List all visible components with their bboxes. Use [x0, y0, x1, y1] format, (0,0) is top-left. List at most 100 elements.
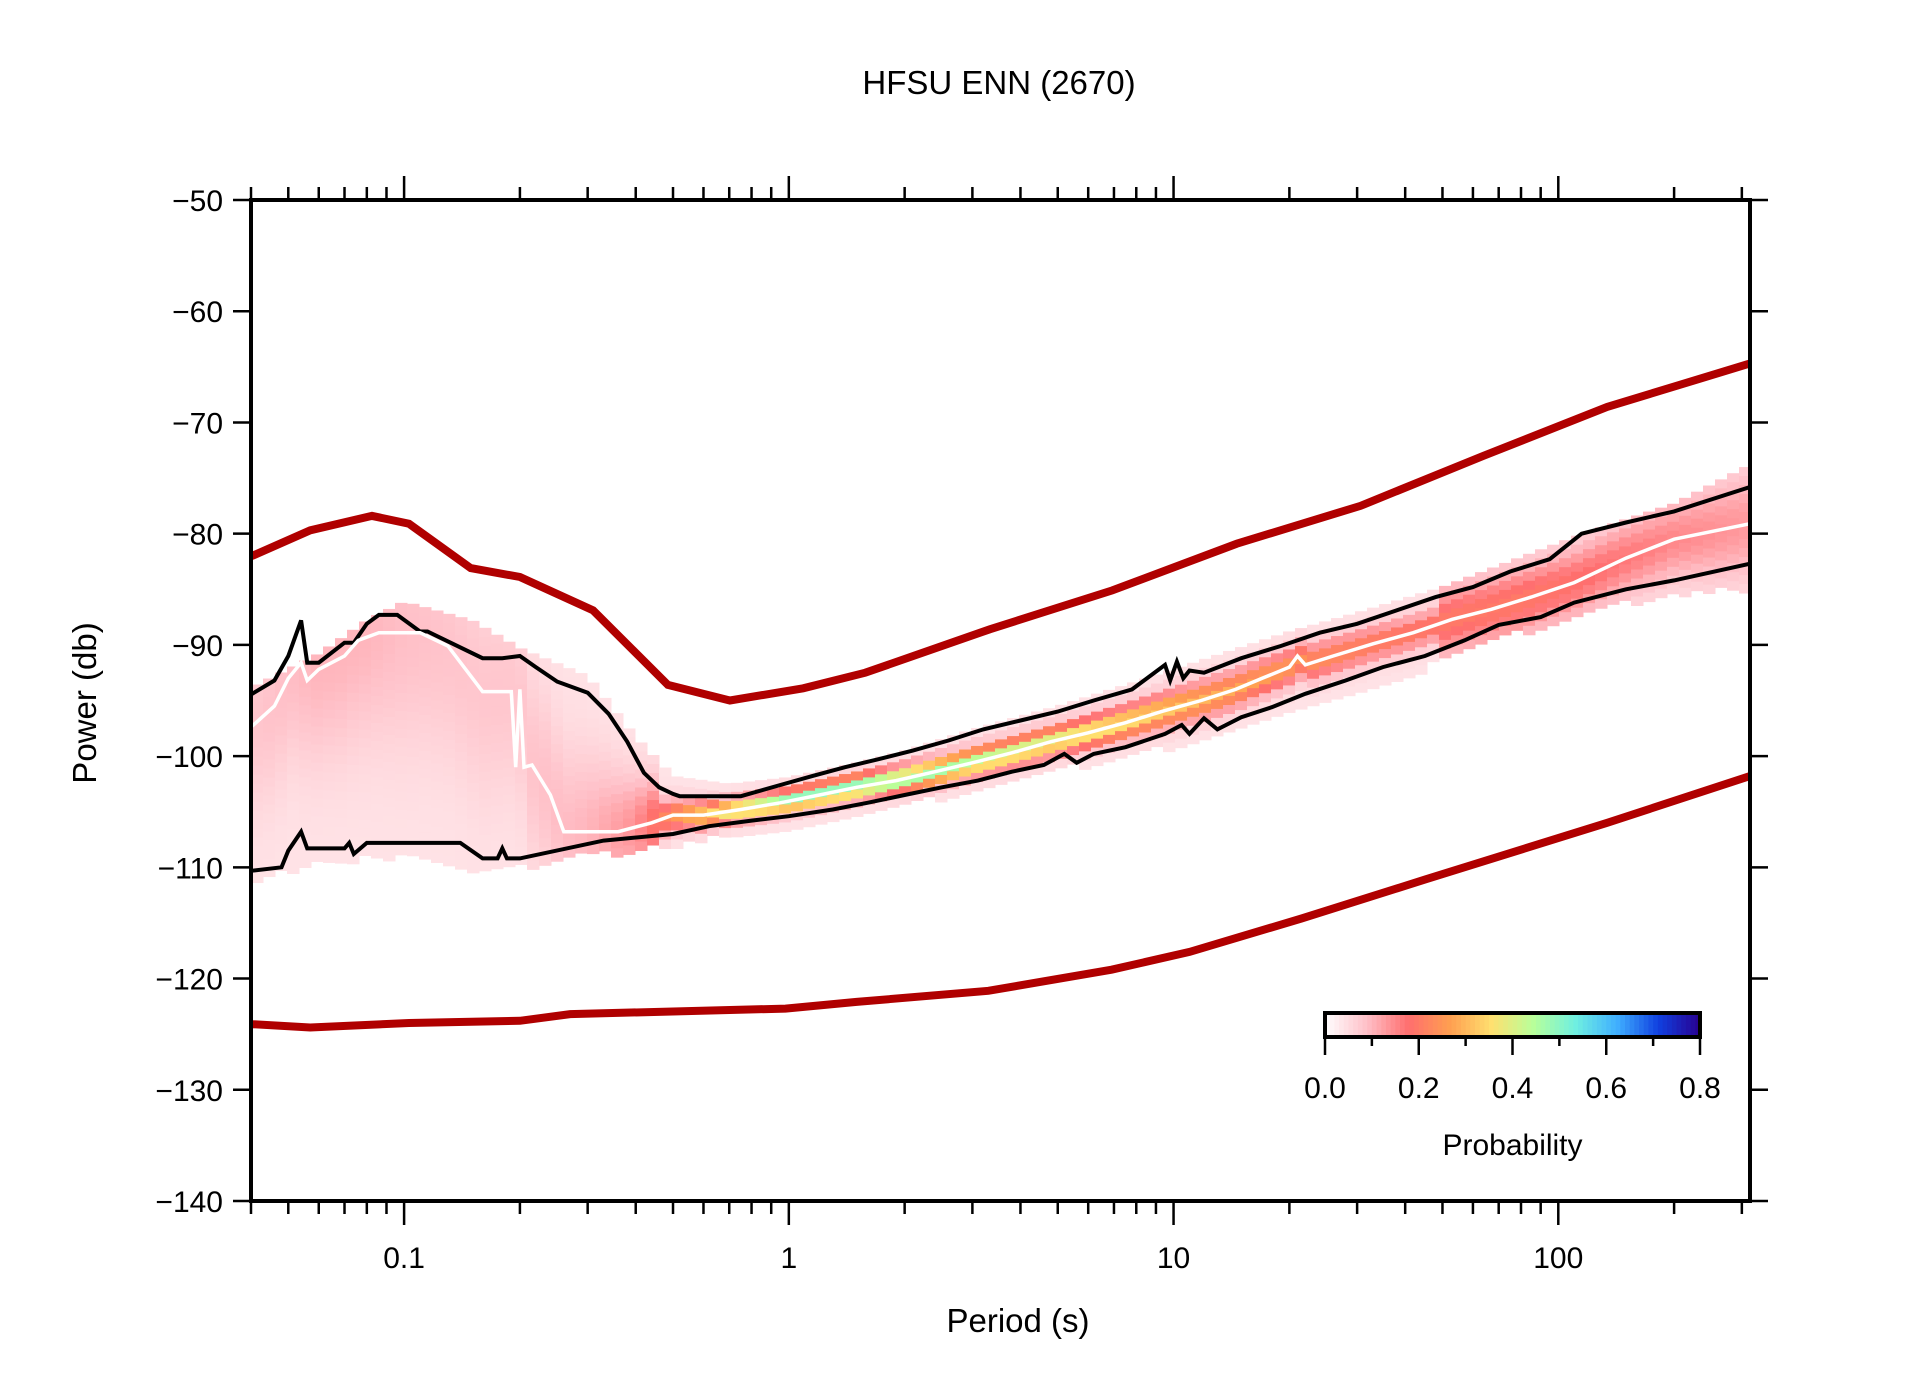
- colorbar-swatch: [1418, 1013, 1425, 1037]
- density-cell: [1439, 612, 1452, 623]
- density-cell: [611, 713, 624, 723]
- density-cell: [299, 777, 312, 787]
- density-cell: [575, 817, 588, 827]
- density-cell: [395, 656, 408, 667]
- density-cell: [767, 787, 780, 798]
- density-cell: [767, 805, 780, 816]
- density-cell: [395, 782, 408, 793]
- density-cell: [455, 734, 468, 744]
- density-cell: [443, 757, 456, 768]
- density-cell: [695, 833, 708, 844]
- density-cell: [1139, 741, 1152, 752]
- density-cell: [1583, 576, 1596, 586]
- density-cell: [1667, 539, 1680, 550]
- density-cell: [311, 744, 324, 754]
- density-cell: [599, 823, 612, 834]
- density-cell: [527, 743, 540, 753]
- density-cell: [395, 629, 408, 640]
- density-cell: [1271, 689, 1284, 699]
- density-cell: [311, 726, 324, 736]
- density-cell: [1415, 629, 1428, 639]
- density-cell: [275, 699, 288, 710]
- density-cell: [1667, 557, 1680, 568]
- density-cell: [1319, 648, 1332, 658]
- density-cell: [1691, 536, 1704, 547]
- density-cell: [827, 812, 840, 823]
- density-cell: [1247, 697, 1260, 707]
- density-cell: [1367, 634, 1380, 645]
- density-cell: [623, 836, 636, 846]
- density-cell: [1331, 681, 1344, 691]
- density-cell: [419, 760, 432, 770]
- density-cell: [311, 708, 324, 718]
- density-cell: [1355, 683, 1368, 693]
- density-cell: [443, 784, 456, 795]
- density-cell: [779, 822, 792, 832]
- density-cell: [1667, 521, 1680, 532]
- density-cell: [347, 710, 360, 721]
- density-cell: [1547, 616, 1560, 627]
- density-cell: [419, 607, 432, 617]
- density-cell: [623, 755, 636, 765]
- density-cell: [431, 727, 444, 737]
- density-cell: [1499, 580, 1512, 591]
- density-cell: [611, 749, 624, 759]
- density-cell: [1715, 479, 1728, 489]
- density-cell: [347, 800, 360, 811]
- density-cell: [419, 643, 432, 653]
- density-cell: [947, 789, 960, 799]
- density-cell: [491, 643, 504, 654]
- density-cell: [959, 767, 972, 778]
- density-cell: [383, 635, 396, 646]
- y-tick-label: −50: [172, 185, 223, 218]
- density-cell: [251, 828, 264, 839]
- density-cell: [947, 771, 960, 781]
- density-cell: [971, 772, 984, 783]
- density-cell: [263, 714, 276, 725]
- density-cell: [275, 843, 288, 854]
- density-cell: [443, 793, 456, 804]
- density-cell: [959, 785, 972, 796]
- density-cell: [1043, 717, 1056, 727]
- density-cell: [311, 672, 324, 682]
- density-cell: [263, 723, 276, 734]
- density-cell: [395, 638, 408, 649]
- density-cell: [983, 751, 996, 762]
- density-cell: [491, 814, 504, 825]
- density-cell: [1583, 585, 1596, 595]
- density-cell: [455, 851, 468, 861]
- density-cell: [983, 778, 996, 789]
- density-cell: [431, 700, 444, 710]
- density-cell: [419, 733, 432, 743]
- density-cell: [1415, 647, 1428, 657]
- density-cell: [1271, 671, 1284, 681]
- density-cell: [887, 798, 900, 808]
- density-cell: [575, 835, 588, 845]
- density-cell: [311, 699, 324, 709]
- density-cell: [263, 750, 276, 761]
- colorbar-swatch: [1329, 1013, 1335, 1037]
- density-cell: [587, 790, 600, 801]
- density-cell: [323, 691, 336, 701]
- density-cell: [1007, 772, 1020, 782]
- density-cell: [1283, 685, 1296, 695]
- density-cell: [551, 753, 564, 763]
- density-cell: [479, 708, 492, 719]
- density-cell: [1679, 515, 1692, 526]
- density-cell: [431, 826, 444, 836]
- density-cell: [539, 838, 552, 848]
- density-cell: [407, 792, 420, 803]
- density-cell: [1691, 554, 1704, 565]
- density-cell: [1307, 633, 1320, 644]
- density-cell: [1211, 717, 1224, 728]
- density-cell: [611, 794, 624, 804]
- density-cell: [1535, 549, 1548, 559]
- density-cell: [1019, 723, 1032, 734]
- density-cell: [923, 760, 936, 771]
- density-cell: [1271, 680, 1284, 690]
- density-cell: [1727, 518, 1740, 528]
- density-cell: [515, 675, 528, 685]
- density-cell: [659, 776, 672, 787]
- density-cell: [1727, 482, 1740, 492]
- density-cell: [299, 759, 312, 769]
